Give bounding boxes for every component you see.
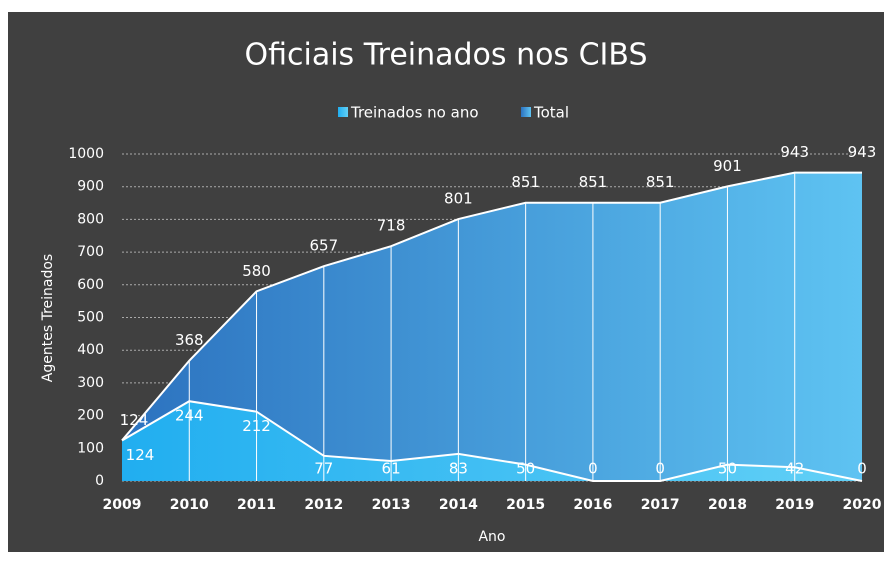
- x-tick-label: 2011: [237, 497, 276, 513]
- data-label: 368: [175, 331, 204, 349]
- data-label: 657: [309, 237, 338, 255]
- data-label: 851: [646, 173, 675, 191]
- data-label: 0: [857, 460, 867, 478]
- data-label: 851: [511, 173, 540, 191]
- x-tick-label: 2020: [843, 497, 882, 513]
- y-tick-label: 0: [95, 473, 104, 489]
- y-tick-label: 800: [77, 211, 104, 227]
- y-tick-label: 900: [77, 179, 104, 195]
- data-label: 580: [242, 262, 271, 280]
- legend-label: Treinados no ano: [350, 104, 479, 122]
- data-label: 901: [713, 157, 742, 175]
- data-label: 83: [449, 459, 468, 477]
- y-tick-label: 500: [77, 310, 104, 326]
- y-tick-label: 300: [77, 375, 104, 391]
- data-label: 718: [377, 217, 406, 235]
- x-tick-label: 2017: [641, 497, 680, 513]
- data-label: 851: [579, 173, 608, 191]
- data-label: 124: [120, 411, 149, 429]
- line: [121, 171, 862, 442]
- y-tick-label: 200: [77, 408, 104, 424]
- data-label: 212: [242, 417, 271, 435]
- x-axis-title: Ano: [478, 529, 505, 545]
- x-tick-label: 2009: [103, 497, 142, 513]
- x-tick-label: 2015: [506, 497, 545, 513]
- data-label: 943: [848, 143, 877, 161]
- y-tick-label: 400: [77, 342, 104, 358]
- x-tick-label: 2016: [573, 497, 612, 513]
- x-tick-label: 2012: [304, 497, 343, 513]
- area: [122, 401, 862, 481]
- data-label: 0: [655, 460, 665, 478]
- data-label: 50: [516, 460, 535, 478]
- x-tick-label: 2010: [170, 497, 209, 513]
- data-label: 61: [382, 460, 401, 478]
- x-tick-label: 2014: [439, 497, 478, 513]
- line: [121, 400, 863, 482]
- data-label: 42: [785, 460, 804, 478]
- area: [122, 172, 862, 481]
- y-tick-label: 1000: [68, 146, 104, 162]
- data-label: 943: [780, 143, 809, 161]
- data-label: 124: [126, 446, 155, 464]
- data-label: 244: [175, 407, 204, 425]
- chart-title: Oficiais Treinados nos CIBS: [245, 38, 648, 73]
- data-label: 50: [718, 460, 737, 478]
- x-tick-label: 2013: [372, 497, 411, 513]
- legend-swatch: [338, 107, 348, 117]
- y-tick-label: 700: [77, 244, 104, 260]
- x-tick-label: 2019: [775, 497, 814, 513]
- y-tick-label: 600: [77, 277, 104, 293]
- data-label: 801: [444, 190, 473, 208]
- y-tick-label: 100: [77, 440, 104, 456]
- legend-swatch: [521, 107, 531, 117]
- y-axis-title: Agentes Treinados: [40, 254, 56, 382]
- data-label: 0: [588, 460, 598, 478]
- x-tick-label: 2018: [708, 497, 747, 513]
- legend-label: Total: [533, 104, 569, 122]
- data-label: 77: [314, 460, 333, 478]
